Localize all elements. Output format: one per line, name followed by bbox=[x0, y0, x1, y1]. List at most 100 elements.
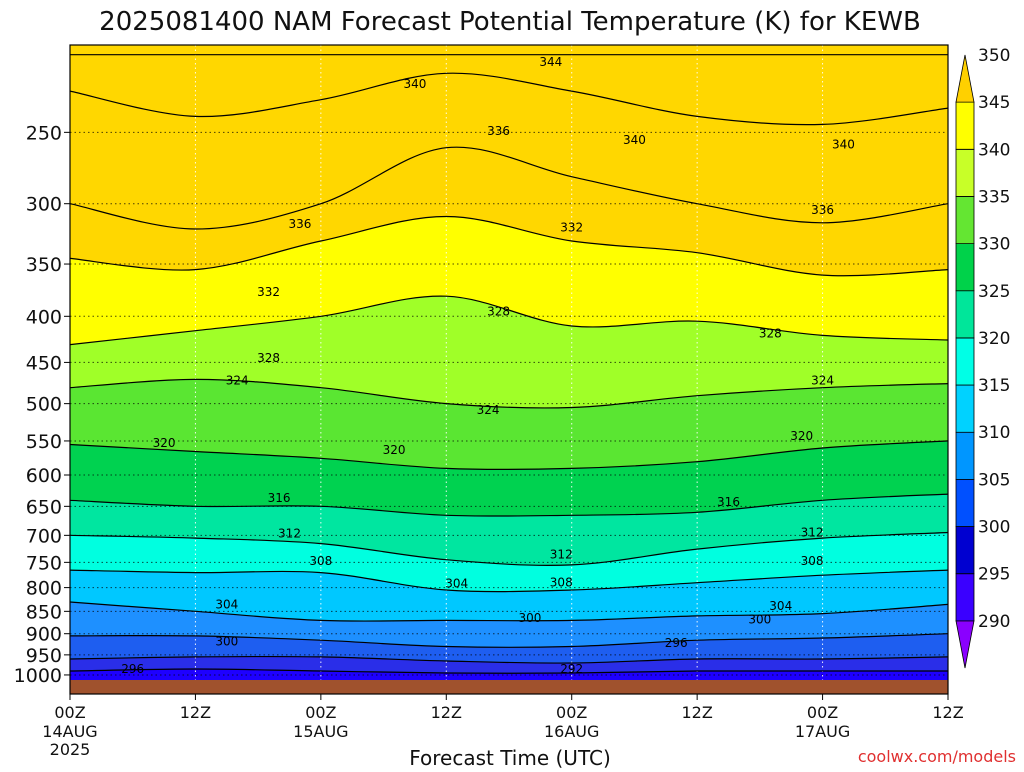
contour-label: 300 bbox=[215, 634, 238, 648]
isentrope-line bbox=[70, 378, 948, 409]
colorbar-label: 320 bbox=[978, 329, 1010, 349]
isentrope-line bbox=[70, 146, 948, 230]
fill-band bbox=[70, 532, 948, 592]
contour-label: 312 bbox=[278, 527, 301, 541]
x-tick-label: 12Z bbox=[932, 703, 963, 722]
contour-label: 308 bbox=[801, 554, 824, 568]
colorbar-swatch bbox=[955, 148, 975, 197]
colorbar-label: 335 bbox=[978, 188, 1010, 208]
fill-band bbox=[70, 147, 948, 276]
contour-label: 336 bbox=[288, 217, 311, 231]
y-tick-label: 500 bbox=[26, 394, 62, 416]
colorbar-swatch bbox=[955, 101, 975, 150]
x-axis-label: Forecast Time (UTC) bbox=[409, 746, 611, 768]
fill-band bbox=[70, 669, 948, 680]
contour-label: 340 bbox=[403, 77, 426, 91]
fill-band bbox=[70, 656, 948, 674]
contour-label: 324 bbox=[811, 373, 834, 387]
fill-band bbox=[70, 73, 948, 229]
colorbar-swatch bbox=[955, 290, 975, 339]
x-tick-label: 00Z bbox=[807, 703, 838, 722]
y-tick-label: 550 bbox=[26, 431, 62, 453]
x-tick-date: 16AUG bbox=[544, 722, 599, 741]
contour-label: 324 bbox=[226, 373, 249, 387]
contour-label: 320 bbox=[790, 429, 813, 443]
ground-strip bbox=[70, 680, 948, 694]
fill-band bbox=[70, 633, 948, 664]
colorbar-label: 350 bbox=[978, 46, 1010, 66]
fill-band bbox=[70, 216, 948, 345]
contour-label: 300 bbox=[518, 611, 541, 625]
contour-label: 340 bbox=[623, 133, 646, 147]
colorbar-label: 345 bbox=[978, 93, 1010, 113]
x-tick-label: 00Z bbox=[305, 703, 336, 722]
x-tick-label: 00Z bbox=[556, 703, 587, 722]
contour-label: 316 bbox=[268, 491, 291, 505]
contour-label: 312 bbox=[550, 547, 573, 561]
contour-label: 308 bbox=[309, 554, 332, 568]
colorbar-label: 290 bbox=[978, 612, 1010, 632]
y-tick-label: 600 bbox=[26, 465, 62, 487]
plot-frame bbox=[69, 44, 949, 695]
contour-label: 328 bbox=[257, 351, 280, 365]
contour-label: 320 bbox=[383, 443, 406, 457]
colorbar-label: 295 bbox=[978, 565, 1010, 585]
colorbar-swatch bbox=[955, 384, 975, 433]
x-tick-date: 15AUG bbox=[293, 722, 348, 741]
contour-label: 316 bbox=[717, 495, 740, 509]
y-tick-label: 900 bbox=[26, 624, 62, 646]
colorbar-swatch bbox=[955, 573, 975, 622]
contour-label: 304 bbox=[445, 577, 468, 591]
colorbar: 290 295 300 305 310 315 320 325 330 335 340 345 350 bbox=[955, 46, 1010, 669]
colorbar-swatch bbox=[955, 431, 975, 480]
contour-label: 308 bbox=[550, 576, 573, 590]
isentrope-line bbox=[70, 601, 948, 622]
x-tick-date: 17AUG bbox=[795, 722, 850, 741]
isentrope-contours bbox=[70, 54, 948, 674]
contour-label: 332 bbox=[560, 221, 583, 235]
isentrope-line bbox=[70, 493, 948, 517]
y-tick-label: 700 bbox=[26, 525, 62, 547]
contour-label: 332 bbox=[257, 285, 280, 299]
colorbar-label: 305 bbox=[978, 470, 1010, 490]
contour-label: 340 bbox=[832, 138, 855, 152]
contour-label: 336 bbox=[487, 124, 510, 138]
contour-label: 296 bbox=[665, 636, 688, 650]
colorbar-swatch bbox=[955, 620, 975, 669]
colorbar-swatch bbox=[955, 337, 975, 386]
colorbar-label: 300 bbox=[978, 518, 1010, 538]
colorbar-label: 330 bbox=[978, 235, 1010, 255]
colorbar-label: 315 bbox=[978, 376, 1010, 396]
colorbar-swatch bbox=[955, 526, 975, 575]
y-tick-label: 850 bbox=[26, 601, 62, 623]
colorbar-swatch bbox=[955, 54, 975, 103]
credit-text: coolwx.com/models bbox=[858, 747, 1016, 766]
fill-band bbox=[70, 440, 948, 517]
y-tick-label: 400 bbox=[26, 306, 62, 328]
contour-label: 292 bbox=[560, 662, 583, 676]
colorbar-label: 310 bbox=[978, 423, 1010, 443]
isentrope-line bbox=[70, 655, 948, 664]
isentrope-line bbox=[70, 668, 948, 674]
y-tick-label: 1000 bbox=[14, 665, 62, 687]
fill-band bbox=[70, 54, 948, 125]
fill-band bbox=[70, 45, 948, 55]
x-tick-label: 12Z bbox=[681, 703, 712, 722]
isentrope-line bbox=[70, 531, 948, 566]
isentrope-line bbox=[70, 569, 948, 593]
contour-label: 312 bbox=[801, 526, 824, 540]
isentrope-line bbox=[70, 215, 948, 277]
y-tick-label: 650 bbox=[26, 496, 62, 518]
isentrope-line bbox=[70, 72, 948, 126]
isentrope-line bbox=[70, 440, 948, 471]
contour-label: 344 bbox=[539, 55, 562, 69]
colorbar-swatch bbox=[955, 243, 975, 292]
colorbar-swatch bbox=[955, 196, 975, 245]
y-tick-label: 250 bbox=[26, 122, 62, 144]
y-tick-label: 300 bbox=[26, 194, 62, 216]
contour-label: 296 bbox=[121, 662, 144, 676]
